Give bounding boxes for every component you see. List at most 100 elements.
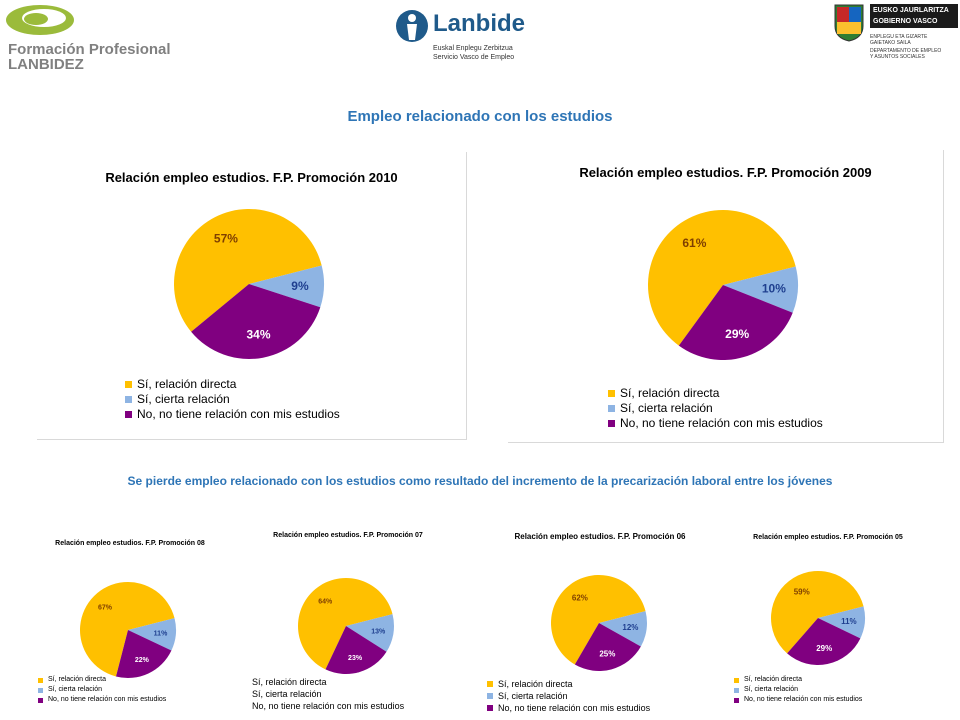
chart-legend: Sí, relación directa Sí, cierta relación N… [734,675,862,705]
pie-data-label: 23% [348,655,363,662]
legend-item: Sí, cierta relación [487,690,650,702]
legend-item: Sí, relación directa [125,377,340,392]
legend-item: Sí, cierta relación [125,392,340,407]
pie-slice-cierta [818,606,865,639]
pie-data-label: 10% [762,281,786,295]
legend-label: Sí, cierta relación [620,401,713,415]
legend-label: Sí, relación directa [744,676,802,683]
pie-data-label: 11% [841,617,857,626]
legend-swatch [608,420,615,427]
chart-title: Relación empleo estudios. F.P. Promoción… [753,534,903,541]
legend-item: No, no tiene relación con mis estudios [38,695,166,705]
chart-legend: Sí, relación directa Sí, cierta relación N… [125,377,340,422]
pie-data-label: 22% [135,657,150,664]
gv-dept2: GAIETAKO SAILA [870,40,911,46]
pie-slice-cierta [723,266,798,313]
legend-swatch [125,396,132,403]
gv-dept3: DEPARTAMENTO DE EMPLEO [870,48,942,54]
lanbide-sub2: Servicio Vasco de Empleo [433,54,515,61]
gv-line2: GOBIERNO VASCO [873,18,938,25]
pie-slice-directa [80,582,175,677]
pie-chart-panel: Relación empleo estudios. F.P. Promoción… [37,152,467,440]
legend-label: Sí, cierta relación [252,689,322,699]
legend-label: Sí, cierta relación [498,691,568,701]
pie-data-label: 34% [246,327,270,341]
lanbide-logo: Lanbide Euskal Enplegu Zerbitzua Servici… [395,6,555,66]
pie-data-label: 61% [682,236,706,250]
fp-logo-line2: LANBIDEZ [8,56,84,73]
legend-swatch [487,705,493,711]
chart-title: Relación empleo estudios. F.P. Promoción… [514,532,686,541]
gv-dept4: Y ASUNTOS SOCIALES [870,54,925,60]
pie-data-label: 67% [98,604,113,611]
pie-data-label: 9% [291,279,309,293]
legend-label: Sí, cierta relación [137,392,230,406]
legend-label: Sí, relación directa [137,377,237,391]
pie-slice-no [191,284,321,359]
legend-item: No, no tiene relación con mis estudios [734,695,862,705]
pie-data-label: 11% [154,631,168,638]
pie-data-label: 12% [622,623,638,632]
pie-chart-panel: Relación empleo estudios. F.P. Promoción… [30,535,230,715]
legend-label: Sí, relación directa [498,679,573,689]
legend-item: No, no tiene relación con mis estudios [608,416,823,431]
legend-label: No, no tiene relación con mis estudios [620,416,823,430]
pie-chart-panel: Relación empleo estudios. F.P. Promoción… [508,150,944,443]
lanbide-sub1: Euskal Enplegu Zerbitzua [433,45,513,52]
legend-label: Sí, relación directa [48,676,106,683]
pie-chart-panel: Relación empleo estudios. F.P. Promoción… [728,530,928,710]
legend-item: Sí, cierta relación [734,685,862,695]
pie-slice-no [116,630,172,678]
pie-chart-panel: Relación empleo estudios. F.P. Promoción… [485,528,715,714]
legend-label: Sí, cierta relación [744,686,799,693]
coat-of-arms-icon [834,4,864,42]
legend-item: No, no tiene relación con mis estudios [487,702,650,714]
legend-swatch [38,697,43,703]
page-title: Empleo relacionado con los estudios [347,108,613,125]
pie-data-label: 29% [816,644,832,653]
pie-chart-panel: Relación empleo estudios. F.P. Promoción… [248,528,448,713]
pie-data-label: 29% [725,327,749,341]
pie-chart: 62% 12% 25% [551,575,647,671]
pie-slice-directa [298,578,393,670]
formacion-profesional-logo: Formación Profesional LANBIDEZ [4,2,184,72]
legend-swatch [125,381,132,388]
pie-slice-no [678,285,793,360]
pie-slice-cierta [249,265,324,308]
gv-dept1: ENPLEGU ETA GIZARTE [870,34,928,40]
chart-legend: Sí, relación directa Sí, cierta relación N… [487,678,650,714]
pie-data-label: 25% [599,649,615,658]
pie-chart: 59% 11% 29% [771,570,865,665]
pie-slice-no [325,626,387,674]
legend-label: No, no tiene relación con mis estudios [498,703,651,713]
legend-swatch [734,677,739,683]
pie-chart: 64% 13% 23% [298,578,394,674]
chart-title: Relación empleo estudios. F.P. Promoción… [55,540,205,547]
chart-title: Relación empleo estudios. F.P. Promoción… [579,165,872,180]
pie-slice-cierta [128,618,176,651]
legend-item: Sí, relación directa [734,675,862,685]
gv-line1: EUSKO JAURLARITZA [873,7,949,14]
lanbide-name: Lanbide [433,10,526,37]
legend-label: No, no tiene relación con mis estudios [744,696,863,703]
legend-swatch [608,405,615,412]
chart-legend: Sí, relación directa Sí, cierta relación N… [38,675,166,705]
legend-swatch [125,411,132,418]
pie-slice-directa [648,210,796,346]
chart-title: Relación empleo estudios. F.P. Promoción… [105,170,398,185]
legend-item: Sí, cierta relación [38,685,166,695]
legend-swatch [608,390,615,397]
legend-label: No, no tiene relación con mis estudios [252,701,405,711]
legend-item: Sí, relación directa [487,678,650,690]
legend-swatch [487,693,493,699]
pie-slice-cierta [599,611,647,647]
lanbide-mark-icon [396,10,428,42]
gobierno-vasco-logo: EUSKO JAURLARITZA GOBIERNO VASCO ENPLEGU… [832,2,960,72]
pie-data-label: 59% [794,587,810,596]
chart-legend: Sí, relación directa Sí, cierta relación N… [252,676,404,712]
legend-item: No, no tiene relación con mis estudios [125,407,340,422]
pie-slice-cierta [346,614,394,652]
page-subtitle: Se pierde empleo relacionado con los est… [127,474,833,488]
pie-slice-no [787,618,861,665]
pie-data-label: 62% [572,594,588,603]
